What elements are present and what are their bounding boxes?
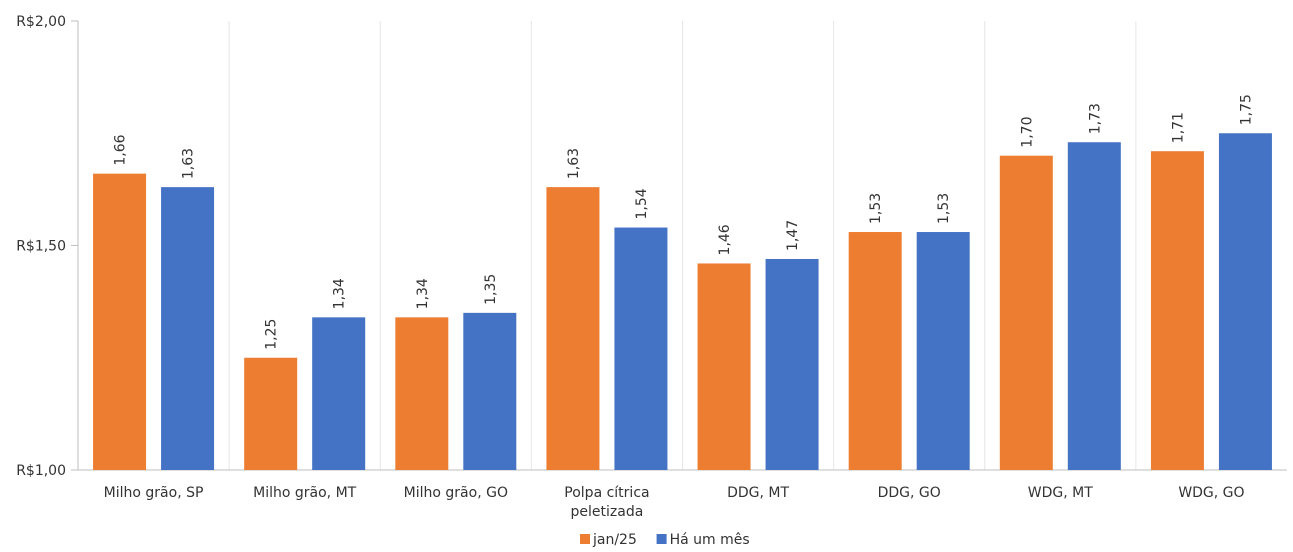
data-label: 1,63 — [181, 148, 197, 179]
bar — [546, 187, 600, 470]
grid-layer — [228, 21, 1137, 470]
bar — [1218, 133, 1272, 470]
x-tick-label: Milho grão, SP — [104, 485, 204, 501]
data-label: 1,63 — [566, 148, 582, 179]
bar — [463, 312, 517, 470]
x-tick-label: WDG, GO — [1178, 485, 1244, 501]
data-label: 1,34 — [332, 278, 348, 309]
data-label: 1,73 — [1087, 103, 1103, 134]
legend-label: jan/25 — [592, 532, 637, 548]
x-tick-label-line: WDG, MT — [1028, 485, 1093, 501]
data-label: 1,71 — [1170, 112, 1186, 143]
bar — [765, 258, 819, 470]
data-label: 1,35 — [483, 274, 499, 305]
data-label: 1,25 — [264, 319, 280, 350]
x-tick-label-line: DDG, GO — [878, 485, 941, 501]
legend-swatch — [656, 534, 667, 544]
data-label: 1,53 — [868, 193, 884, 224]
bar — [244, 357, 298, 470]
x-tick-label-line: Milho grão, MT — [253, 485, 357, 501]
bar — [1150, 151, 1204, 470]
x-tick-label: WDG, MT — [1028, 485, 1093, 501]
x-tick-label: Milho grão, MT — [253, 485, 357, 501]
data-label: 1,34 — [415, 278, 431, 309]
bar — [848, 232, 902, 470]
bar — [916, 232, 970, 470]
x-tick-label-line: DDG, MT — [727, 485, 789, 501]
legend: jan/25 Há um mês — [580, 532, 750, 548]
bar — [161, 187, 215, 470]
data-label: 1,53 — [936, 193, 952, 224]
data-label: 1,47 — [785, 220, 801, 251]
data-label: 1,70 — [1019, 117, 1035, 148]
x-tick-label: DDG, MT — [727, 485, 789, 501]
x-tick-label: DDG, GO — [878, 485, 941, 501]
data-label: 1,46 — [717, 224, 733, 255]
x-tick-label-line: WDG, GO — [1178, 485, 1244, 501]
data-label: 1,75 — [1238, 94, 1254, 125]
bar — [1067, 142, 1121, 471]
x-tick-label-line: Polpa cítrica — [564, 485, 649, 501]
y-tick-label: R$1,50 — [16, 239, 66, 255]
bar — [93, 173, 147, 470]
bar-layer — [93, 133, 1272, 471]
bar — [614, 227, 668, 470]
legend-label: Há um mês — [670, 532, 750, 548]
x-tick-label: Polpa cítrica peletizada — [564, 485, 649, 520]
x-tick-label: Milho grão, GO — [404, 485, 508, 501]
bar — [999, 155, 1053, 470]
bar — [312, 317, 366, 470]
data-label-layer: 1,66 1,25 1,34 1,63 1,46 1,53 1,70 1,71 1,63 1,34… — [113, 94, 1255, 350]
x-tick-label-line: Milho grão, GO — [404, 485, 508, 501]
bar — [395, 317, 449, 470]
y-tick-label: R$2,00 — [16, 14, 66, 30]
x-tick-label-line: peletizada — [571, 504, 644, 520]
legend-swatch — [580, 534, 590, 544]
y-tick-label: R$1,00 — [16, 463, 66, 479]
x-tick-label-line: Milho grão, SP — [104, 485, 204, 501]
bar — [697, 263, 751, 470]
axis-layer: R$1,00 R$1,50 R$2,00 Milho grão, SP Milho gr… — [16, 14, 1287, 520]
data-label: 1,54 — [634, 188, 650, 219]
data-label: 1,66 — [113, 134, 129, 165]
